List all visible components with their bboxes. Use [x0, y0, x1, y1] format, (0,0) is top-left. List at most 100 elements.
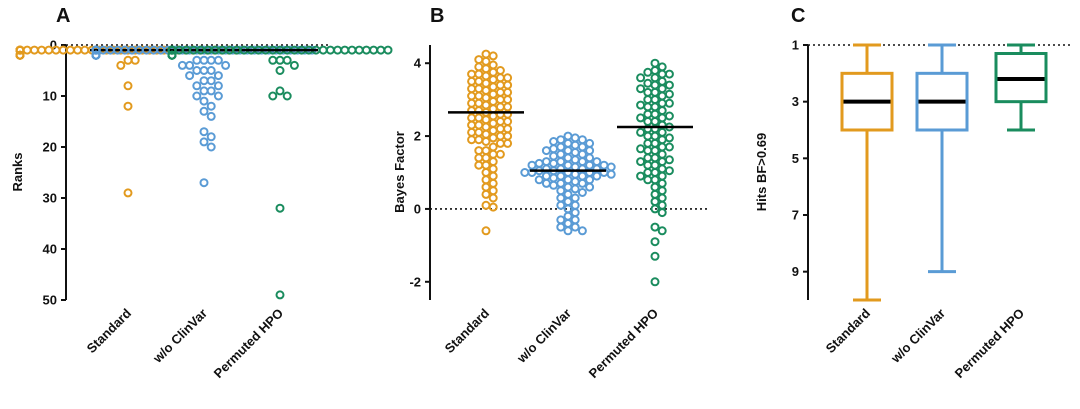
data-point	[488, 149, 498, 159]
data-point	[495, 102, 505, 112]
data-point	[206, 66, 216, 75]
data-point	[206, 111, 216, 121]
data-point	[467, 84, 477, 94]
data-point	[570, 222, 580, 232]
x-category-label: w/o ClinVar	[149, 306, 210, 367]
data-point	[488, 164, 498, 174]
data-point	[636, 100, 646, 110]
data-point	[488, 67, 498, 77]
data-point	[643, 78, 653, 88]
data-point	[275, 66, 285, 75]
data-point	[563, 219, 573, 228]
data-point	[541, 178, 551, 188]
data-point	[488, 75, 498, 85]
y-tick-label: 2	[414, 129, 421, 144]
data-point	[15, 50, 25, 60]
data-point	[650, 251, 660, 261]
data-point	[15, 45, 25, 55]
data-point	[556, 193, 566, 203]
panel-b-marks	[448, 49, 693, 287]
data-point	[556, 171, 566, 181]
data-point	[556, 142, 566, 152]
data-point	[657, 193, 667, 203]
data-point	[192, 81, 202, 91]
data-point	[282, 91, 292, 101]
data-point	[577, 226, 587, 236]
data-point	[643, 153, 653, 163]
data-point	[481, 160, 491, 170]
panel-b: B Bayes Factor -2 0 2 4 Standard w/o ClinVar…	[392, 5, 710, 381]
data-point	[495, 95, 505, 105]
data-point	[556, 186, 566, 196]
x-category-label: Standard	[442, 305, 492, 355]
data-point	[636, 113, 646, 123]
panel-c: C Hits BF>0.69 1 3 5 7 9 Standard w/o ClinVar…	[754, 5, 1070, 381]
data-point	[585, 182, 595, 192]
data-point	[199, 76, 209, 86]
data-point	[664, 98, 674, 108]
data-point	[481, 78, 491, 88]
data-point	[549, 158, 559, 168]
data-point	[289, 60, 299, 70]
data-point	[481, 93, 491, 103]
data-point	[643, 168, 653, 177]
data-point	[643, 95, 653, 105]
data-point	[474, 76, 484, 86]
data-point	[643, 131, 653, 141]
data-point	[549, 180, 559, 190]
data-point	[541, 171, 551, 181]
data-point	[474, 84, 484, 94]
data-point	[488, 89, 498, 99]
data-point	[474, 127, 484, 137]
data-point	[549, 151, 559, 161]
data-point	[657, 113, 667, 123]
data-point	[503, 124, 513, 134]
data-point	[577, 149, 587, 159]
data-point	[585, 175, 595, 185]
data-point	[556, 222, 566, 232]
data-point	[268, 55, 278, 65]
data-point	[495, 124, 505, 134]
data-point	[650, 197, 660, 207]
data-point	[325, 45, 335, 55]
data-point	[563, 189, 573, 199]
data-point	[664, 166, 674, 176]
data-point	[474, 69, 484, 79]
data-point	[585, 153, 595, 163]
y-tick-label: 0	[50, 38, 57, 53]
data-point	[206, 86, 216, 96]
panel-a-y-ticks: 0 10 20 30 40 50	[43, 38, 330, 308]
data-point	[467, 113, 477, 123]
data-point	[495, 131, 505, 141]
data-point	[657, 186, 667, 196]
data-point	[636, 73, 646, 83]
data-point	[474, 135, 484, 145]
data-point	[570, 140, 580, 150]
data-point	[650, 102, 660, 112]
data-point	[275, 203, 285, 213]
data-point	[657, 164, 667, 174]
data-point	[650, 204, 660, 214]
data-point	[488, 171, 498, 181]
data-point	[481, 226, 491, 236]
data-point	[488, 133, 498, 143]
data-point	[65, 45, 75, 55]
data-point	[481, 49, 491, 59]
data-point	[495, 80, 505, 90]
data-point	[29, 45, 39, 55]
data-point	[481, 153, 491, 163]
data-point	[570, 215, 580, 225]
data-point	[643, 138, 653, 148]
data-point	[481, 56, 491, 66]
data-point	[167, 50, 177, 60]
data-point	[467, 120, 477, 130]
data-point	[570, 193, 580, 203]
panel-a-y-axis-title: Ranks	[10, 152, 25, 191]
data-point	[221, 60, 231, 70]
data-point	[206, 76, 216, 86]
data-point	[563, 138, 573, 148]
data-point	[657, 84, 667, 94]
data-point	[199, 137, 209, 147]
data-point	[199, 66, 209, 75]
data-point	[495, 73, 505, 83]
